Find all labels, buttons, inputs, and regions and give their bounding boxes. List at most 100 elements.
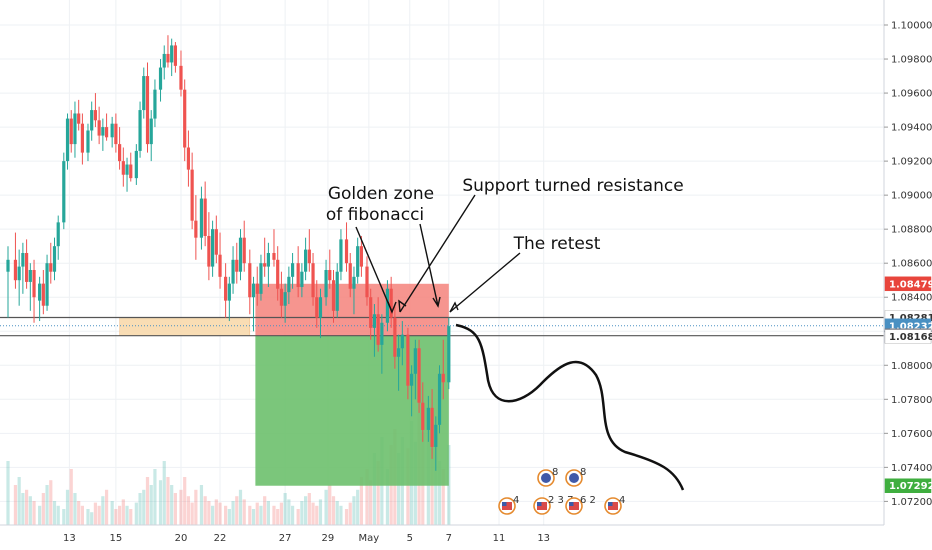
zones bbox=[0, 283, 884, 486]
volume-bar bbox=[41, 493, 45, 525]
volume-bar bbox=[344, 509, 349, 525]
volume-bar bbox=[121, 499, 125, 525]
candle-body bbox=[251, 283, 256, 298]
volume-bar bbox=[235, 496, 239, 525]
price-tick-label: 1.07200 bbox=[891, 497, 932, 508]
candle-body bbox=[25, 252, 29, 282]
candle-body bbox=[224, 276, 228, 301]
candle bbox=[283, 283, 287, 323]
candle bbox=[93, 93, 98, 128]
volume-bar bbox=[376, 461, 380, 525]
volume-bar bbox=[331, 496, 336, 525]
candle-body bbox=[430, 407, 434, 447]
candle bbox=[25, 239, 29, 289]
candle-body bbox=[129, 164, 133, 179]
candle-body bbox=[62, 161, 66, 223]
event-marker[interactable]: 4 bbox=[498, 495, 519, 515]
volume-bar bbox=[248, 505, 252, 525]
candle bbox=[158, 59, 163, 102]
candle-body bbox=[73, 113, 77, 145]
event-marker[interactable]: 6 2 bbox=[565, 495, 596, 515]
candle bbox=[290, 252, 295, 289]
arrow-support-resistance bbox=[399, 194, 476, 313]
candle-body bbox=[118, 144, 122, 162]
volume-bar bbox=[272, 505, 276, 525]
candle-body bbox=[318, 297, 323, 318]
candle-body bbox=[421, 402, 425, 430]
candle bbox=[110, 116, 114, 148]
price-badges: 1.084791.082811.082321.081741.081681.072… bbox=[884, 276, 932, 493]
candle-body bbox=[125, 164, 129, 175]
candle bbox=[410, 365, 414, 417]
candle bbox=[190, 152, 194, 230]
volume-bar bbox=[73, 493, 77, 525]
time-tick-label: 22 bbox=[214, 533, 227, 544]
volume-bar bbox=[365, 469, 369, 525]
candle-body bbox=[179, 65, 183, 90]
candle-body bbox=[248, 263, 252, 298]
candle-body bbox=[434, 424, 438, 447]
candle bbox=[194, 195, 198, 260]
volume-bar bbox=[406, 448, 410, 525]
candle-body bbox=[80, 123, 84, 153]
candle bbox=[352, 266, 356, 315]
candle bbox=[287, 266, 291, 305]
candle-body bbox=[255, 283, 259, 294]
candle-body bbox=[101, 127, 105, 136]
candle-body bbox=[190, 169, 194, 221]
event-count: 8 bbox=[580, 467, 586, 478]
candle-body bbox=[90, 110, 94, 131]
candle-body bbox=[311, 263, 315, 298]
volume-bar bbox=[335, 501, 339, 525]
candle-body bbox=[380, 322, 384, 345]
volume-bar bbox=[134, 502, 138, 525]
candle bbox=[328, 249, 332, 289]
candle bbox=[183, 79, 187, 162]
candle-body bbox=[52, 246, 57, 272]
candle bbox=[376, 297, 380, 352]
candle bbox=[129, 152, 133, 182]
candle bbox=[385, 280, 390, 332]
candle bbox=[304, 237, 308, 281]
volume-bar bbox=[38, 505, 42, 525]
candle-body bbox=[227, 283, 231, 301]
candle-body bbox=[389, 288, 393, 318]
volume-bar bbox=[214, 499, 218, 525]
candle bbox=[162, 45, 166, 80]
candle bbox=[62, 152, 66, 230]
candle bbox=[173, 42, 177, 73]
candle bbox=[80, 113, 84, 165]
candle bbox=[400, 321, 404, 366]
candle bbox=[125, 157, 129, 192]
candle-body bbox=[28, 270, 32, 282]
candle bbox=[166, 35, 170, 68]
volume-bar bbox=[207, 501, 211, 525]
volume-bar bbox=[348, 502, 352, 525]
us-flag-icon bbox=[608, 502, 618, 510]
candle bbox=[272, 229, 276, 267]
arrowhead-golden-zone-right bbox=[432, 296, 441, 308]
candle-body bbox=[45, 263, 49, 306]
eu-flag-icon bbox=[541, 473, 551, 483]
candle bbox=[214, 215, 218, 264]
candle-body bbox=[149, 118, 153, 145]
event-marker[interactable]: 4 bbox=[604, 495, 625, 515]
candle bbox=[41, 270, 45, 315]
price-tick-label: 1.08000 bbox=[891, 361, 932, 372]
time-tick-label: 15 bbox=[110, 533, 123, 544]
volume-bar bbox=[287, 499, 291, 525]
price-tick-label: 1.09400 bbox=[891, 123, 932, 134]
volume-bar bbox=[118, 505, 122, 525]
event-marker[interactable]: 8 bbox=[565, 467, 586, 487]
event-marker[interactable]: 8 bbox=[537, 467, 558, 487]
candle-body bbox=[194, 220, 198, 238]
event-marker[interactable]: 2 3 7 bbox=[533, 495, 573, 515]
candle bbox=[300, 263, 304, 298]
candle-body bbox=[426, 407, 430, 430]
candle bbox=[437, 365, 442, 434]
us-flag-canton bbox=[537, 502, 542, 506]
candle-body bbox=[138, 110, 142, 151]
candle-body bbox=[69, 118, 73, 145]
volume-bar bbox=[324, 489, 328, 525]
arrowhead-golden-zone-left bbox=[387, 301, 397, 314]
